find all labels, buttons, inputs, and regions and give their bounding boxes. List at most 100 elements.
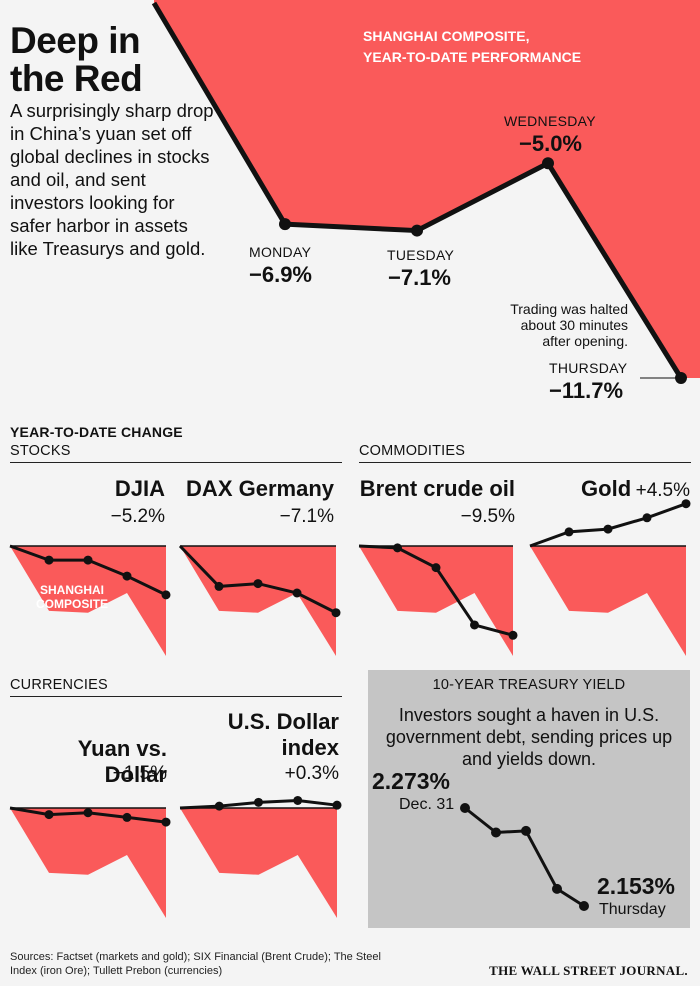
treasury-desc-line2: government debt, sending prices up <box>385 727 673 747</box>
gold-value: +4.5% <box>635 480 690 501</box>
usd-value: +0.3% <box>284 763 339 784</box>
gold-point-1 <box>564 527 574 537</box>
label-thursday-day: THURSDAY <box>549 360 628 376</box>
yuan-point-2 <box>83 808 93 818</box>
dax-point-1 <box>214 581 224 591</box>
note-line1: Trading was halted <box>510 301 628 317</box>
treasury-start-value: 2.273% <box>372 768 451 794</box>
treasury-desc-line3: and yields down. <box>461 749 597 769</box>
label-monday-pct: −6.9% <box>249 262 312 287</box>
yuan-value: −1.5% <box>112 763 167 784</box>
gold-panel <box>529 499 691 656</box>
yuan-point-3 <box>122 812 132 822</box>
treasury-point-0 <box>460 803 470 813</box>
dax-value: −7.1% <box>279 506 334 527</box>
label-tuesday-day: TUESDAY <box>387 247 455 263</box>
djia-panel <box>9 544 171 656</box>
main-chart-title-line1: SHANGHAI COMPOSITE, <box>363 28 530 44</box>
djia-point-1 <box>44 555 54 565</box>
brent-point-2 <box>431 563 441 573</box>
treasury-panel-bg <box>368 670 690 928</box>
label-wednesday-day: WEDNESDAY <box>504 113 596 129</box>
yuan-panel <box>9 806 171 918</box>
treasury-desc-line1: Investors sought a haven in U.S. <box>398 705 660 725</box>
gold-heading: Gold +4.5% <box>530 476 690 502</box>
treasury-description: Investors sought a haven in U.S. governm… <box>368 704 690 770</box>
usd-point-2 <box>254 797 263 807</box>
dax-shanghai-area <box>180 546 336 656</box>
usd-point-4 <box>332 800 342 810</box>
djia-point-3 <box>122 571 132 581</box>
djia-value: −5.2% <box>110 506 165 527</box>
gold-shanghai-area <box>530 546 686 656</box>
currencies-rule <box>10 696 342 697</box>
wsj-credit: THE WALL STREET JOURNAL. <box>489 963 688 978</box>
treasury-end-value: 2.153% <box>597 873 676 899</box>
shanghai-point-thursday <box>675 372 687 384</box>
dax-point-3 <box>292 588 302 598</box>
yuan-shanghai-area <box>10 808 166 918</box>
gold-point-4 <box>681 499 691 509</box>
brent-point-1 <box>393 543 402 553</box>
treasury-point-3 <box>552 883 562 894</box>
sources-line1: Sources: Factset (markets and gold); SIX… <box>10 951 381 963</box>
main-chart-title: SHANGHAI COMPOSITE, YEAR-TO-DATE PERFORM… <box>363 26 623 68</box>
usd-title-line1: U.S. Dollar <box>227 709 339 734</box>
dax-point-2 <box>253 579 263 589</box>
treasury-point-2 <box>521 825 531 836</box>
brent-point-4 <box>508 630 518 640</box>
shanghai-point-tuesday <box>411 224 423 237</box>
treasury-header: 10-YEAR TREASURY YIELD <box>432 677 626 693</box>
djia-point-2 <box>83 555 93 565</box>
commodities-label: COMMODITIES <box>359 443 466 459</box>
shanghai-point-monday <box>279 218 291 231</box>
treasury-start-label: Dec. 31 <box>399 796 455 813</box>
djia-shanghai-label-line2: COMPOSITE <box>36 597 108 611</box>
dax-title: DAX Germany <box>186 476 334 501</box>
treasury-point-4 <box>579 901 589 911</box>
brent-title: Brent crude oil <box>359 476 515 501</box>
sources-line2: Index (iron Ore); Tullett Prebon (curren… <box>10 965 223 977</box>
headline: Deep in the Red <box>10 20 143 99</box>
sources: Sources: Factset (markets and gold); SIX… <box>10 950 390 978</box>
gold-point-2 <box>603 524 613 534</box>
brent-panel <box>358 543 518 656</box>
label-thursday-pct: −11.7% <box>549 378 624 403</box>
treasury-end-label: Thursday <box>599 901 666 918</box>
label-monday-day: MONDAY <box>249 244 312 260</box>
treasury-point-1 <box>491 827 501 838</box>
usd-point-1 <box>214 801 224 811</box>
yuan-point-4 <box>161 817 171 827</box>
gold-point-3 <box>642 513 652 523</box>
note-line3: after opening. <box>542 333 628 349</box>
brent-point-3 <box>470 620 479 630</box>
commodities-rule <box>359 462 691 463</box>
trading-halt-note: Trading was halted about 30 minutes afte… <box>470 301 628 349</box>
djia-title: DJIA <box>114 476 165 501</box>
usd-title-line2: index <box>281 735 339 760</box>
label-wednesday-pct: −5.0% <box>519 131 582 156</box>
brent-shanghai-area <box>359 546 513 656</box>
dax-point-4 <box>331 608 341 618</box>
gold-title: Gold <box>581 476 632 501</box>
note-line2: about 30 minutes <box>520 317 628 333</box>
ytd-header: YEAR-TO-DATE CHANGE <box>10 424 183 440</box>
usd-panel <box>179 795 342 918</box>
yuan-point-1 <box>44 810 54 820</box>
shanghai-area <box>154 0 700 378</box>
usd-shanghai-area <box>180 808 337 918</box>
dax-panel <box>178 544 341 656</box>
yuan-title: Yuan vs. Dollar <box>77 736 167 787</box>
djia-point-4 <box>161 590 171 600</box>
stocks-label: STOCKS <box>10 443 71 459</box>
label-tuesday-pct: −7.1% <box>388 265 451 290</box>
intro-text: A surprisingly sharp drop in China’s yua… <box>10 100 214 259</box>
brent-value: −9.5% <box>460 506 515 527</box>
djia-shanghai-label-line1: SHANGHAI <box>40 583 104 597</box>
stocks-rule <box>10 462 342 463</box>
main-chart-title-line2: YEAR-TO-DATE PERFORMANCE <box>363 49 582 65</box>
shanghai-point-wednesday <box>542 157 554 170</box>
usd-point-3 <box>293 795 303 805</box>
currencies-label: CURRENCIES <box>10 677 108 693</box>
